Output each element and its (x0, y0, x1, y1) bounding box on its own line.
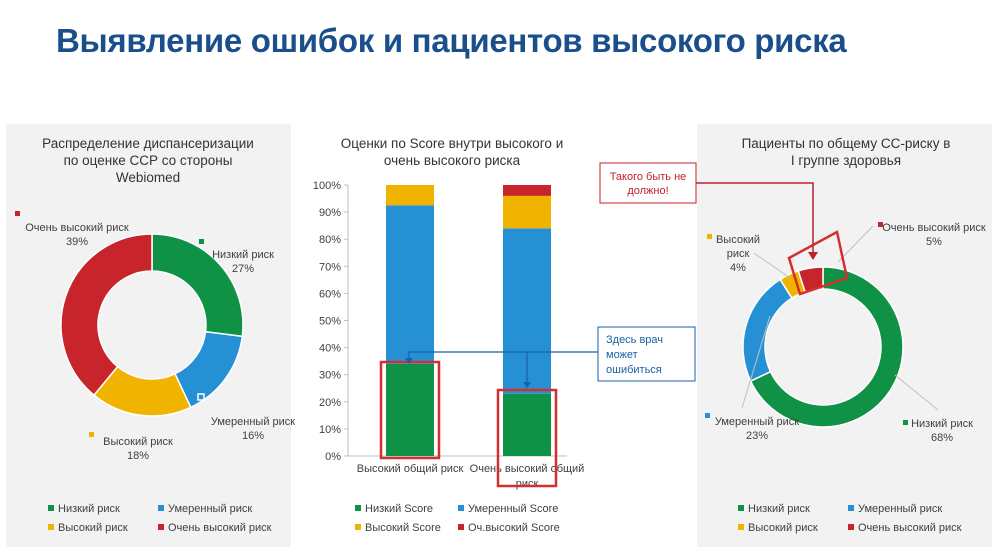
middle-y-tick-label: 10% (319, 424, 341, 436)
left-donut (60, 233, 244, 417)
right-slice-moderate-risk (742, 278, 793, 383)
right-marker-high-risk (707, 234, 712, 239)
middle-bar-high-score-1 (386, 185, 434, 206)
left-chart-title: Распределение диспансеризации по оценке С… (42, 136, 254, 185)
page-title: Выявление ошибок и пациентов высокого ри… (56, 22, 847, 59)
middle-highlight-box-2 (496, 388, 558, 488)
left-marker-moderate-risk (197, 393, 205, 401)
left-chart-panel (6, 124, 291, 547)
callout-should-not-be-text: Такого быть не должно! (610, 171, 687, 197)
callout-doctor-may-err-text: Здесь врач может ошибиться (606, 334, 663, 376)
middle-chart-title: Оценки по Score внутри высокого и очень в… (341, 136, 563, 168)
middle-legend-label-moderate-score: Умеренный Score (468, 503, 558, 515)
right-donut (742, 266, 904, 428)
callout-should-not-be-line (696, 182, 814, 255)
right-leader-moderate-risk (741, 315, 771, 409)
left-slice-low-risk (151, 233, 244, 338)
middle-legend-swatch-high-score (355, 524, 361, 530)
left-marker-high-risk (89, 432, 94, 437)
left-label-high-risk: Высокий риск 18% (103, 436, 173, 462)
right-label-moderate-risk: Умеренный риск 23% (715, 416, 799, 442)
callout-doctor-arrow-head-1 (405, 358, 413, 364)
middle-legend-swatch-low-score (355, 505, 361, 511)
left-legend-label-low-risk: Низкий риск (58, 503, 120, 515)
right-legend-label-moderate-risk: Умеренный риск (858, 503, 942, 515)
left-legend-swatch-high-risk (48, 524, 54, 530)
middle-bar-high-score-2 (503, 195, 551, 229)
middle-bars (386, 185, 551, 456)
left-label-moderate-risk: Умеренный риск 16% (211, 416, 295, 442)
right-marker-very-high-risk (878, 222, 883, 227)
middle-y-tick-label: 80% (319, 234, 341, 246)
right-label-low-risk: Низкий риск 68% (911, 418, 973, 444)
middle-bar-very-high-score-2 (503, 185, 551, 196)
right-legend-label-very-high-risk: Очень высокий риск (858, 522, 962, 534)
left-legend-label-very-high-risk: Очень высокий риск (168, 522, 272, 534)
left-label-very-high-risk: Очень высокий риск 39% (25, 222, 129, 248)
callout-doctor-arrow-line-1 (408, 351, 598, 360)
middle-bar-moderate-score-1 (386, 205, 434, 364)
callout-doctor-may-err-box (597, 326, 696, 382)
middle-y-tick-label: 40% (319, 343, 341, 355)
callout-should-not-be-arrow-head (808, 252, 818, 260)
left-legend-label-moderate-risk: Умеренный риск (168, 503, 252, 515)
callout-doctor-arrow-head-2 (523, 382, 531, 388)
right-label-high-risk: Высокий риск 4% (716, 234, 760, 274)
right-legend-label-low-risk: Низкий риск (748, 503, 810, 515)
middle-y-tick-label: 60% (319, 288, 341, 300)
right-legend-swatch-moderate-risk (848, 505, 854, 511)
middle-y-tick-label: 20% (319, 397, 341, 409)
left-label-low-risk: Низкий риск 27% (212, 249, 274, 275)
middle-y-tick-label: 0% (325, 451, 341, 463)
left-legend-swatch-very-high-risk (158, 524, 164, 530)
middle-legend-label-low-score: Низкий Score (365, 503, 433, 515)
right-leader-high-risk (753, 252, 791, 279)
right-legend-swatch-very-high-risk (848, 524, 854, 530)
left-legend-label-high-risk: Высокий риск (58, 522, 128, 534)
right-marker-moderate-risk (705, 413, 710, 418)
right-legend-swatch-low-risk (738, 505, 744, 511)
right-leader-very-high-risk (837, 225, 874, 263)
middle-legend-swatch-moderate-score (458, 505, 464, 511)
middle-y-tick-label: 70% (319, 261, 341, 273)
right-label-very-high-risk: Очень высокий риск 5% (882, 222, 986, 248)
middle-bar-low-score-1 (386, 363, 434, 456)
right-highlight-box (787, 230, 849, 296)
middle-legend-label-high-score: Высокий Score (365, 522, 441, 534)
right-legend-swatch-high-risk (738, 524, 744, 530)
left-marker-very-high-risk (15, 211, 20, 216)
left-legend-swatch-moderate-risk (158, 505, 164, 511)
middle-legend-label-very-high-score: Оч.высокий Score (468, 522, 560, 534)
left-slice-very-high-risk (60, 233, 153, 397)
right-leader-low-risk (894, 374, 939, 411)
middle-y-tick-label: 100% (313, 180, 341, 192)
right-slice-low-risk (749, 266, 904, 428)
middle-y-tick-label: 90% (319, 207, 341, 219)
middle-bar-low-score-2 (503, 393, 551, 456)
middle-y-tick-label: 30% (319, 370, 341, 382)
callout-should-not-be-box (599, 162, 697, 204)
left-marker-low-risk (199, 239, 204, 244)
left-legend-swatch-low-risk (48, 505, 54, 511)
right-marker-low-risk (903, 420, 908, 425)
right-legend-label-high-risk: Высокий риск (748, 522, 818, 534)
middle-y-tick-label: 50% (319, 316, 341, 328)
middle-legend-swatch-very-high-score (458, 524, 464, 530)
middle-x-tick-label-1: Высокий общий риск (357, 463, 464, 475)
